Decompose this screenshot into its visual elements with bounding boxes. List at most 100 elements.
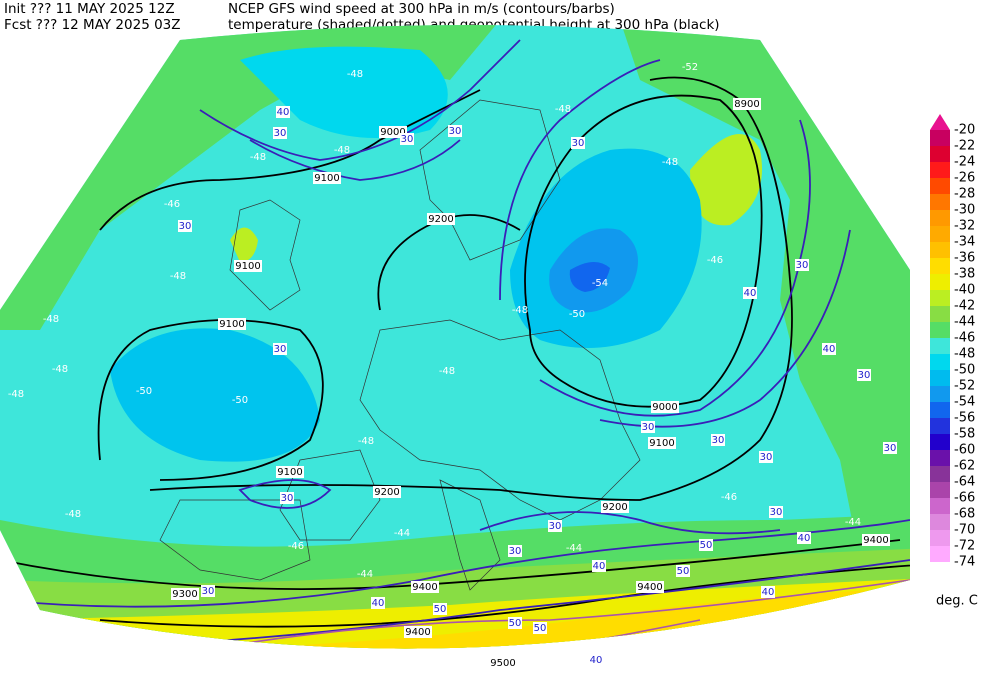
colorbar-label: -34 — [954, 235, 975, 250]
colorbar-label: -68 — [954, 507, 975, 522]
wind-label: 30 — [770, 507, 783, 518]
colorbar-swatch — [930, 482, 950, 498]
label-box — [201, 585, 215, 597]
colorbar-swatch — [930, 178, 950, 194]
height-label: 9000 — [380, 127, 405, 138]
colorbar-swatch — [930, 146, 950, 162]
wind-label: 30 — [549, 521, 562, 532]
label-box — [641, 421, 655, 433]
wind-label: 40 — [277, 107, 290, 118]
temperature-label: -52 — [682, 62, 698, 73]
wind-label: 50 — [434, 604, 447, 615]
colorbar-swatch — [930, 386, 950, 402]
label-box — [857, 369, 871, 381]
colorbar-label: -40 — [954, 283, 975, 298]
wind-label: 30 — [449, 126, 462, 137]
colorbar-swatch — [930, 466, 950, 482]
label-box — [571, 137, 585, 149]
label-box — [234, 260, 262, 272]
temperature-label: -46 — [288, 541, 304, 552]
colorbar-label: -22 — [954, 139, 975, 154]
label-box — [862, 534, 890, 546]
label-box — [433, 603, 447, 615]
wind-label: 30 — [796, 260, 809, 271]
wind-label: 40 — [744, 288, 757, 299]
label-box — [280, 492, 294, 504]
colorbar-swatch — [930, 546, 950, 562]
colorbar-label: -62 — [954, 459, 975, 474]
label-box — [822, 343, 836, 355]
height-label: 9500 — [490, 658, 515, 669]
colorbar-swatch — [930, 434, 950, 450]
colorbar-swatch — [930, 242, 950, 258]
temperature-label: -46 — [721, 492, 737, 503]
colorbar-label: -58 — [954, 427, 975, 442]
label-box — [592, 560, 606, 572]
colorbar-label: -70 — [954, 523, 975, 538]
colorbar-label: -24 — [954, 155, 975, 170]
colorbar-label: -32 — [954, 219, 975, 234]
label-box — [400, 133, 414, 145]
label-box — [171, 588, 199, 600]
height-label: 9100 — [277, 467, 302, 478]
init-line: Init ??? 11 MAY 2025 12Z — [4, 1, 175, 17]
temperature-label: -48 — [439, 366, 455, 377]
wind-label: 30 — [884, 443, 897, 454]
colorbar-label: -42 — [954, 299, 975, 314]
colorbar-label: -54 — [954, 395, 975, 410]
colorbar-swatch — [930, 210, 950, 226]
label-box — [313, 172, 341, 184]
wind-label: 30 — [202, 586, 215, 597]
wind-label: 30 — [401, 134, 414, 145]
colorbar-label: -30 — [954, 203, 975, 218]
label-box — [371, 597, 385, 609]
label-box — [648, 437, 676, 449]
colorbar-label: -60 — [954, 443, 975, 458]
label-box — [759, 451, 773, 463]
colorbar-label: -44 — [954, 315, 975, 330]
temperature-label: -54 — [592, 278, 608, 289]
height-label: 9100 — [219, 319, 244, 330]
wind-label: 30 — [274, 344, 287, 355]
wind-label: 40 — [593, 561, 606, 572]
label-box — [411, 581, 439, 593]
label-box — [273, 343, 287, 355]
colorbar-label: -20 — [954, 123, 975, 138]
height-label: 9200 — [602, 502, 627, 513]
colorbar-swatch — [930, 354, 950, 370]
height-label: 9100 — [235, 261, 260, 272]
colorbar-swatch — [930, 274, 950, 290]
temperature-label: -48 — [358, 436, 374, 447]
wind-label: 50 — [509, 618, 522, 629]
temperature-label: -48 — [43, 314, 59, 325]
label-box — [636, 581, 664, 593]
colorbar-swatch — [930, 338, 950, 354]
label-box — [589, 654, 603, 666]
temperature-label: -46 — [707, 255, 723, 266]
label-box — [533, 622, 547, 634]
colorbar-label: -74 — [954, 555, 975, 570]
label-box — [373, 486, 401, 498]
colorbar-label: -72 — [954, 539, 975, 554]
label-box — [651, 401, 679, 413]
colorbar-swatch — [930, 114, 950, 130]
colorbar-swatch — [930, 194, 950, 210]
wind-label: 40 — [823, 344, 836, 355]
colorbar-label: -36 — [954, 251, 975, 266]
colorbar-swatch — [930, 450, 950, 466]
colorbar-label: -46 — [954, 331, 975, 346]
label-box — [548, 520, 562, 532]
colorbar-label: -66 — [954, 491, 975, 506]
colorbar-label: -48 — [954, 347, 975, 362]
wind-label: 30 — [712, 435, 725, 446]
label-box — [795, 259, 809, 271]
colorbar-swatch — [930, 322, 950, 338]
wind-label: 40 — [762, 587, 775, 598]
label-box — [601, 501, 629, 513]
colorbar-label: -28 — [954, 187, 975, 202]
height-label: 9400 — [412, 582, 437, 593]
label-box — [797, 532, 811, 544]
height-label: 9100 — [649, 438, 674, 449]
colorbar-swatch — [930, 418, 950, 434]
unit-label: deg. C — [936, 594, 978, 609]
